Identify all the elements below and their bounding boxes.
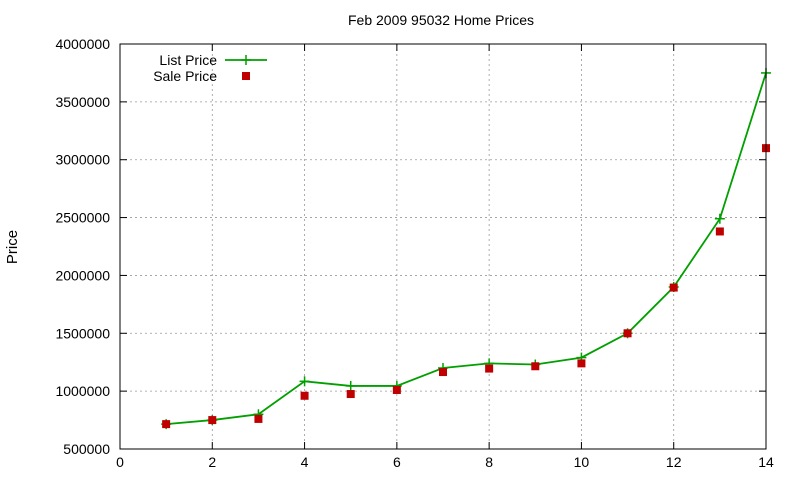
sale-price-point <box>392 385 401 394</box>
x-tick-label: 6 <box>393 454 401 470</box>
x-tick-label: 12 <box>666 454 682 470</box>
list-price-line <box>166 72 767 426</box>
sale-price-point <box>623 329 632 338</box>
sale-price-point <box>577 359 586 368</box>
x-tick-label: 2 <box>208 454 216 470</box>
y-tick-label: 3500000 <box>55 94 110 110</box>
sale-price-point <box>669 283 678 292</box>
y-tick-label: 1000000 <box>55 383 110 399</box>
list-price-point <box>299 376 310 387</box>
x-tick-label: 8 <box>485 454 493 470</box>
x-tick-label: 0 <box>116 454 124 470</box>
x-tick-label: 10 <box>574 454 590 470</box>
sale-price-point <box>162 420 171 429</box>
list-price-point <box>714 213 725 224</box>
x-tick-label: 4 <box>301 454 309 470</box>
y-axis-label: Price <box>4 230 21 264</box>
legend-marker <box>241 55 251 65</box>
sale-price-point <box>300 391 309 400</box>
legend-marker <box>242 72 250 80</box>
legend-label: Sale Price <box>153 68 217 84</box>
plot-frame <box>119 43 767 450</box>
y-tick-label: 3000000 <box>55 152 110 168</box>
list-price-point <box>345 380 356 391</box>
sale-price-series <box>162 144 770 429</box>
list-price-series <box>161 67 771 430</box>
y-tick-label: 500000 <box>63 441 110 457</box>
sale-price-point <box>208 416 217 425</box>
sale-price-point <box>531 362 540 371</box>
y-tick-label: 2000000 <box>55 267 110 283</box>
y-tick-label: 1500000 <box>55 325 110 341</box>
grid <box>120 44 766 449</box>
sale-price-point <box>715 227 724 236</box>
sale-price-point <box>485 364 494 373</box>
series-layer <box>161 67 771 430</box>
chart-title: Feb 2009 95032 Home Prices <box>348 12 534 28</box>
legend-label: List Price <box>159 52 217 68</box>
x-tick-label: 14 <box>758 454 774 470</box>
y-tick-label: 4000000 <box>55 36 110 52</box>
sale-price-point <box>439 368 447 377</box>
sale-price-point <box>254 414 263 423</box>
y-tick-label: 2500000 <box>55 210 110 226</box>
sale-price-point <box>346 390 355 399</box>
axis-ticks: 0 2 4 6 8 10 12 14 500000 1000000 1500000 2000000 25… <box>55 36 774 470</box>
